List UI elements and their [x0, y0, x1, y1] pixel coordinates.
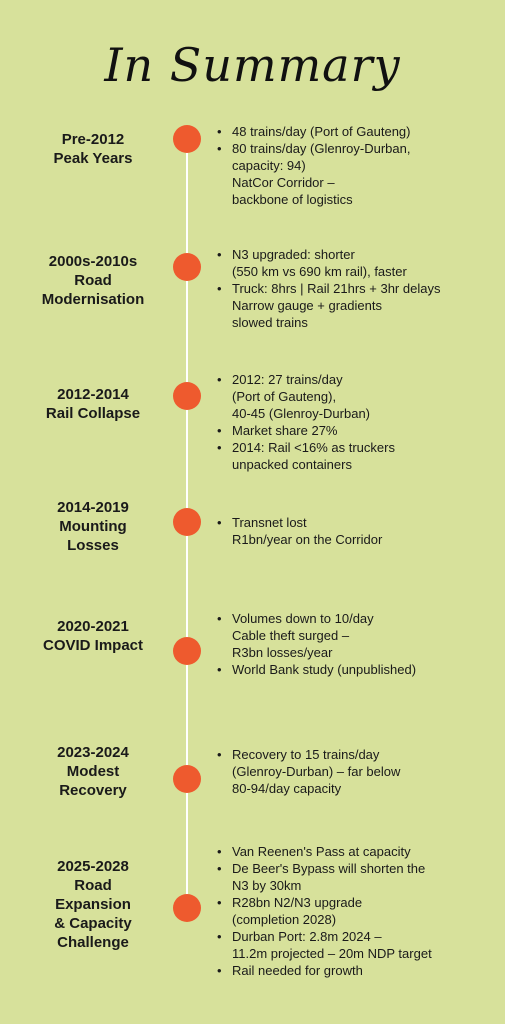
- fact-list: Van Reenen's Pass at capacityDe Beer's B…: [212, 843, 502, 979]
- fact-item: R28bn N2/N3 upgrade (completion 2028): [212, 894, 502, 928]
- fact-item: Narrow gauge + gradients slowed trains: [232, 298, 382, 330]
- fact-item: 80 trains/day (Glenroy-Durban, capacity:…: [212, 140, 502, 174]
- fact-item: Rail needed for growth: [212, 962, 502, 979]
- period-label: 2012-2014 Rail Collapse: [45, 386, 141, 422]
- fact-item: NatCor Corridor – backbone of logistics: [232, 175, 353, 207]
- period-label: 2025-2028 Road Expansion & Capacity Chal…: [54, 858, 132, 951]
- fact-item: Cable theft surged – R3bn losses/year: [232, 628, 350, 660]
- fact-item: Truck: 8hrs | Rail 21hrs + 3hr delays: [212, 280, 502, 297]
- fact-item: 2014: Rail <16% as truckers unpacked con…: [212, 439, 502, 473]
- period-label: 2023-2024 Modest Recovery: [57, 744, 129, 799]
- period-label: 2020-2021 COVID Impact: [42, 618, 144, 654]
- period-label: 2014-2019 Mounting Losses: [57, 499, 129, 554]
- timeline-dot: [173, 253, 201, 281]
- timeline-dot: [173, 765, 201, 793]
- timeline-dot: [173, 382, 201, 410]
- fact-item: Durban Port: 2.8m 2024 – 11.2m projected…: [212, 928, 502, 962]
- fact-item: Recovery to 15 trains/day (Glenroy-Durba…: [212, 746, 502, 797]
- fact-item: Transnet lost R1bn/year on the Corridor: [212, 514, 502, 548]
- page-title: In Summary: [104, 38, 401, 92]
- period-label: Pre-2012 Peak Years: [53, 131, 133, 167]
- timeline-dot: [173, 894, 201, 922]
- fact-list: 48 trains/day (Port of Gauteng)80 trains…: [212, 123, 502, 208]
- timeline-dot: [173, 637, 201, 665]
- fact-item: Market share 27%: [212, 422, 502, 439]
- fact-list: N3 upgraded: shorter (550 km vs 690 km r…: [212, 246, 502, 331]
- fact-item: 48 trains/day (Port of Gauteng): [212, 123, 502, 140]
- timeline-dot: [173, 508, 201, 536]
- fact-item: De Beer's Bypass will shorten the N3 by …: [212, 860, 502, 894]
- fact-item: 2012: 27 trains/day (Port of Gauteng), 4…: [212, 371, 502, 422]
- timeline-dot: [173, 125, 201, 153]
- fact-list: 2012: 27 trains/day (Port of Gauteng), 4…: [212, 371, 502, 473]
- period-label: 2000s-2010s Road Modernisation: [41, 253, 145, 308]
- fact-list: Recovery to 15 trains/day (Glenroy-Durba…: [212, 746, 502, 797]
- fact-item: N3 upgraded: shorter (550 km vs 690 km r…: [212, 246, 502, 280]
- fact-item: Volumes down to 10/day: [212, 610, 502, 627]
- fact-list: Transnet lost R1bn/year on the Corridor: [212, 514, 502, 548]
- fact-item: World Bank study (unpublished): [212, 661, 502, 678]
- fact-item: Van Reenen's Pass at capacity: [212, 843, 502, 860]
